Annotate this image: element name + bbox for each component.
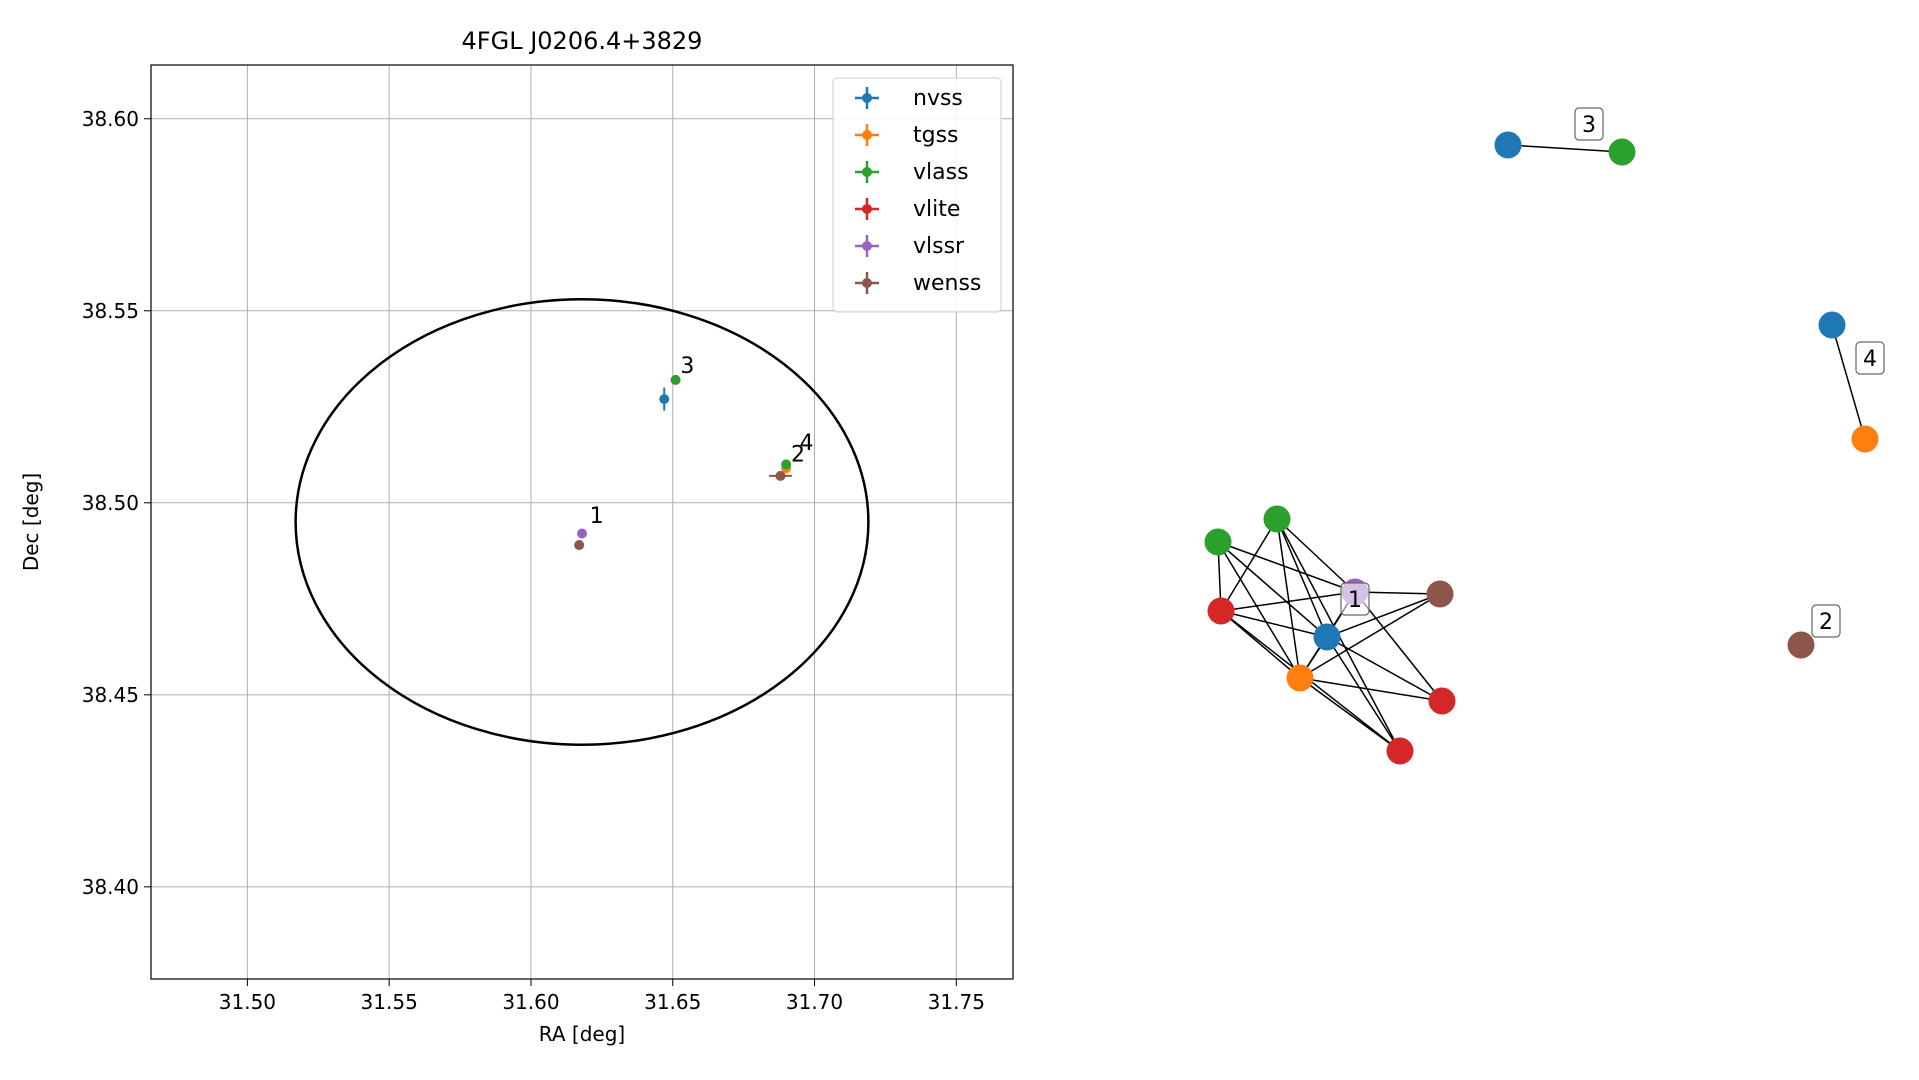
- annotations: 1 2 3 4: [590, 354, 814, 529]
- legend-label: nvss: [913, 86, 963, 111]
- legend-label: vlssr: [913, 234, 965, 259]
- network-node: [1851, 425, 1879, 453]
- legend-item-vlass: vlass: [855, 160, 969, 185]
- x-tick-label: 31.50: [219, 990, 276, 1014]
- network-node: [1608, 138, 1636, 166]
- network-nodes: [1204, 131, 1879, 765]
- x-tick-label: 31.75: [928, 990, 985, 1014]
- network-labels: 1 2 3 4: [1340, 107, 1885, 638]
- point-annotation: 2: [791, 442, 805, 467]
- network-node: [1818, 311, 1846, 339]
- cluster-label: 1: [1340, 582, 1370, 616]
- legend-marker: [862, 241, 872, 251]
- network-edge: [1299, 677, 1401, 752]
- y-tick-label: 38.60: [82, 107, 139, 131]
- network-edge: [1299, 593, 1441, 679]
- y-tick-label: 38.55: [82, 299, 139, 323]
- network-edge: [1276, 518, 1328, 638]
- point-nvss: [659, 394, 670, 405]
- sky-position-chart: 1 2 3 4 31.50 31.55 31.60 31.65 31.70 31.75 38.40…: [19, 27, 1014, 1046]
- y-tick-label: 38.40: [82, 875, 139, 899]
- network-graph: 1 2 3 4: [1204, 107, 1885, 765]
- legend-label: tgss: [913, 123, 959, 148]
- x-axis-label: RA [deg]: [539, 1022, 625, 1046]
- cluster-label-text: 3: [1582, 113, 1596, 138]
- point-annotation: 3: [680, 354, 694, 379]
- point-annotation: 4: [800, 431, 814, 456]
- cluster-label: 2: [1811, 604, 1841, 638]
- legend-marker: [862, 93, 872, 103]
- legend-item-wenss: wenss: [855, 271, 981, 296]
- legend-item-vlssr: vlssr: [855, 234, 965, 259]
- point-vlssr: [577, 528, 587, 539]
- cluster-label-text: 2: [1819, 610, 1833, 635]
- point-vlass: [670, 374, 681, 385]
- network-edge: [1276, 518, 1301, 679]
- data-points: [574, 374, 792, 551]
- network-edge: [1220, 610, 1328, 638]
- legend-label: wenss: [913, 271, 981, 296]
- cluster-label-box: [1340, 582, 1370, 616]
- network-node: [1426, 580, 1454, 608]
- cluster-label-box: [1574, 107, 1604, 141]
- cluster-label-text: 4: [1863, 347, 1877, 372]
- network-node: [1313, 623, 1341, 651]
- network-edge: [1276, 518, 1356, 593]
- network-edge: [1217, 541, 1356, 593]
- chart-title: 4FGL J0206.4+3829: [462, 27, 703, 55]
- network-node: [1428, 687, 1456, 715]
- legend-item-tgss: tgss: [855, 123, 959, 148]
- network-edge: [1326, 636, 1443, 702]
- network-edge: [1326, 636, 1401, 752]
- network-edge: [1220, 518, 1278, 612]
- point-wenss: [574, 540, 585, 551]
- x-tick-label: 31.55: [361, 990, 418, 1014]
- network-edge: [1299, 677, 1443, 702]
- x-tick-label: 31.70: [786, 990, 843, 1014]
- network-edge: [1217, 541, 1328, 638]
- network-node: [1494, 131, 1522, 159]
- network-node: [1204, 528, 1232, 556]
- legend-marker: [862, 278, 872, 288]
- network-edge: [1831, 324, 1866, 440]
- cluster-label: 3: [1574, 107, 1604, 141]
- network-node: [1207, 597, 1235, 625]
- localization-ellipse-path: [294, 298, 870, 746]
- network-node: [1787, 631, 1815, 659]
- legend-box: [832, 77, 1002, 313]
- legend-label: vlite: [913, 197, 960, 222]
- y-axis-label: Dec [deg]: [19, 473, 43, 571]
- cluster-label-box: [1855, 341, 1885, 375]
- plot-frame: [150, 64, 1014, 980]
- x-tick-label: 31.65: [644, 990, 701, 1014]
- legend-item-vlite: vlite: [855, 197, 960, 222]
- network-edge: [1326, 593, 1441, 638]
- legend-marker: [862, 204, 872, 214]
- y-tick-label: 38.45: [82, 683, 139, 707]
- network-edge: [1217, 541, 1301, 679]
- legend-item-nvss: nvss: [855, 86, 963, 111]
- legend-label: vlass: [913, 160, 969, 185]
- axis-ticks: 31.50 31.55 31.60 31.65 31.70 31.75 38.40 38.45…: [82, 107, 985, 1014]
- legend: nvss tgss vlass vlite vlssr wenss: [832, 77, 1002, 313]
- network-edge: [1507, 144, 1623, 153]
- legend-marker: [862, 167, 872, 177]
- x-tick-label: 31.60: [502, 990, 559, 1014]
- y-tick-label: 38.50: [82, 491, 139, 515]
- network-node: [1386, 737, 1414, 765]
- legend-marker: [862, 130, 872, 140]
- point-annotation: 1: [590, 504, 604, 529]
- cluster-label-text: 1: [1348, 588, 1362, 613]
- network-node: [1263, 505, 1291, 533]
- localization-ellipse: [294, 298, 870, 746]
- point-vlass: [781, 459, 792, 470]
- cluster-label: 4: [1855, 341, 1885, 375]
- network-edge: [1220, 591, 1356, 612]
- network-edges: [1217, 144, 1866, 752]
- point-wenss: [775, 470, 786, 481]
- network-node: [1286, 664, 1314, 692]
- cluster-label-box: [1811, 604, 1841, 638]
